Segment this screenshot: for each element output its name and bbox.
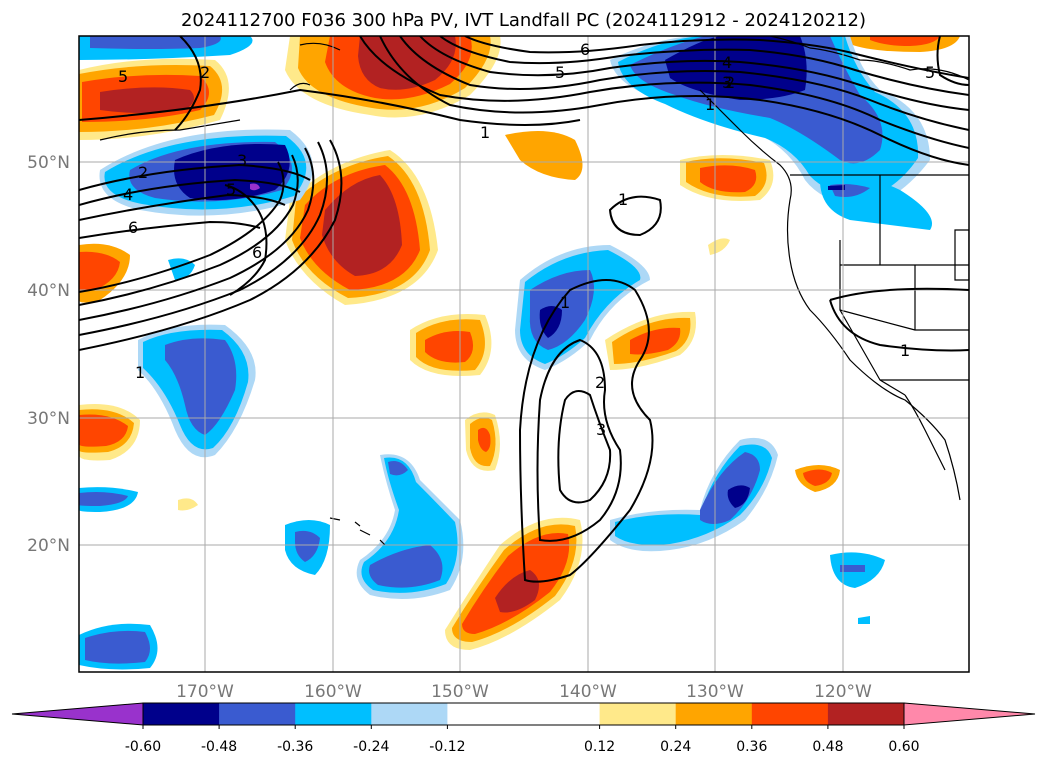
lon-label-140w: 140°W bbox=[559, 682, 617, 702]
positive-anomaly-small-4 bbox=[708, 238, 730, 255]
contour-1-west bbox=[79, 139, 343, 351]
colorbar: -0.60 -0.48 -0.36 -0.24 -0.12 0.12 0.24 0.36 0.4… bbox=[11, 702, 1036, 755]
negative-anomaly-hawaii bbox=[285, 454, 464, 599]
contour-1-east bbox=[829, 287, 969, 352]
contour-label: 5 bbox=[118, 67, 128, 86]
positive-anomaly-north-pacific bbox=[79, 58, 229, 140]
contour-label: 3 bbox=[596, 420, 606, 439]
coast-aleutians bbox=[99, 119, 241, 141]
lat-label-20n: 20°N bbox=[27, 536, 70, 556]
positive-anomaly-small-1 bbox=[505, 131, 583, 180]
colorbar-tick-label: 0.24 bbox=[660, 739, 691, 755]
lon-label-120w: 120°W bbox=[814, 682, 872, 702]
contour-label: 5 bbox=[555, 63, 565, 82]
colorbar-tick-label: -0.36 bbox=[277, 739, 313, 755]
contour-label: 1 bbox=[900, 341, 910, 360]
contour-label: 3 bbox=[237, 151, 247, 170]
coast-alaska-peninsula bbox=[289, 42, 341, 91]
contour-label: 6 bbox=[128, 218, 138, 237]
colorbar-extend-max bbox=[903, 702, 1036, 726]
contour-label: 5 bbox=[226, 180, 236, 199]
lat-label-50n: 50°N bbox=[27, 153, 70, 173]
lon-label-130w: 130°W bbox=[686, 682, 744, 702]
colorbar-frame bbox=[142, 702, 905, 726]
positive-anomaly-east-central bbox=[605, 311, 696, 370]
map-frame bbox=[78, 35, 970, 673]
contour-label: 1 bbox=[705, 95, 715, 114]
great-salt-lake-box bbox=[954, 229, 969, 281]
colorbar-swatch bbox=[599, 703, 677, 725]
contour-label: 2 bbox=[200, 63, 210, 82]
positive-anomaly-central bbox=[410, 314, 492, 376]
colorbar-swatch bbox=[827, 703, 905, 725]
ivt-contours bbox=[79, 36, 969, 583]
positive-anomaly-west-coast bbox=[680, 155, 774, 201]
colorbar-swatch bbox=[675, 703, 753, 725]
lat-label-40n: 40°N bbox=[27, 281, 70, 301]
colorbar-tick-label: -0.60 bbox=[125, 739, 161, 755]
negative-anomaly-small-4 bbox=[858, 616, 870, 624]
colorbar-tick-label: 0.12 bbox=[584, 739, 615, 755]
contour-1-jet bbox=[518, 279, 654, 583]
colorbar-swatch bbox=[447, 703, 524, 725]
colorbar-tick-label: 0.36 bbox=[736, 739, 767, 755]
colorbar-tick-label: 0.60 bbox=[888, 739, 919, 755]
lon-label-160w: 160°W bbox=[304, 682, 362, 702]
contour-label: 1 bbox=[618, 190, 628, 209]
contour-upper-left bbox=[174, 36, 202, 131]
contour-labels: 2 4 6 5 3 6 5 1 1 6 5 2 4 3 1 1 1 2 3 1 … bbox=[118, 40, 935, 439]
contour-label: 4 bbox=[123, 185, 133, 204]
positive-anomaly-small-5 bbox=[178, 498, 198, 511]
contour-label: 5 bbox=[925, 63, 935, 82]
contour-label: 3 bbox=[722, 73, 732, 92]
contour-label: 4 bbox=[722, 53, 732, 72]
lon-label-170w: 170°W bbox=[176, 682, 234, 702]
contour-label: 6 bbox=[580, 40, 590, 59]
contour-label: 2 bbox=[595, 373, 605, 392]
colorbar-extend-min bbox=[11, 702, 144, 726]
colorbar-swatch bbox=[523, 703, 601, 725]
longitude-labels: 170°W 160°W 150°W 140°W 130°W 120°W bbox=[176, 682, 872, 702]
latitude-labels: 50°N 40°N 30°N 20°N bbox=[27, 153, 70, 556]
positive-anomaly-subtropical-jet bbox=[445, 517, 583, 650]
negative-anomaly-subtropical-west bbox=[138, 324, 256, 458]
negative-anomaly-sw-corner bbox=[79, 623, 158, 670]
lon-label-150w: 150°W bbox=[431, 682, 489, 702]
contour-label: 6 bbox=[252, 243, 262, 262]
colorbar-swatch bbox=[219, 703, 296, 725]
contour-1-small bbox=[608, 195, 662, 237]
lat-label-30n: 30°N bbox=[27, 409, 70, 429]
colorbar-tick-label: 0.48 bbox=[812, 739, 843, 755]
colorbar-tick-label: -0.48 bbox=[201, 739, 237, 755]
contour-label: 1 bbox=[480, 123, 490, 142]
coast-baja bbox=[904, 394, 946, 471]
map-title: 2024112700 F036 300 hPa PV, IVT Landfall… bbox=[180, 10, 867, 31]
coast-hawaii bbox=[329, 517, 386, 546]
colorbar-swatch bbox=[143, 703, 220, 725]
contour-label: 1 bbox=[135, 363, 145, 382]
contour-label: 2 bbox=[725, 73, 735, 92]
contour-label: 2 bbox=[138, 163, 148, 182]
contour-label: 1 bbox=[560, 293, 570, 312]
contour-2-label-area bbox=[79, 163, 311, 191]
colorbar-swatch bbox=[751, 703, 829, 725]
state-borders bbox=[839, 175, 969, 331]
colorbar-tick-label: -0.24 bbox=[353, 739, 389, 755]
colorbar-swatch bbox=[295, 703, 372, 725]
colorbar-swatch bbox=[371, 703, 448, 725]
colorbar-tick-label: -0.12 bbox=[429, 739, 465, 755]
contour-1-north bbox=[79, 88, 581, 126]
